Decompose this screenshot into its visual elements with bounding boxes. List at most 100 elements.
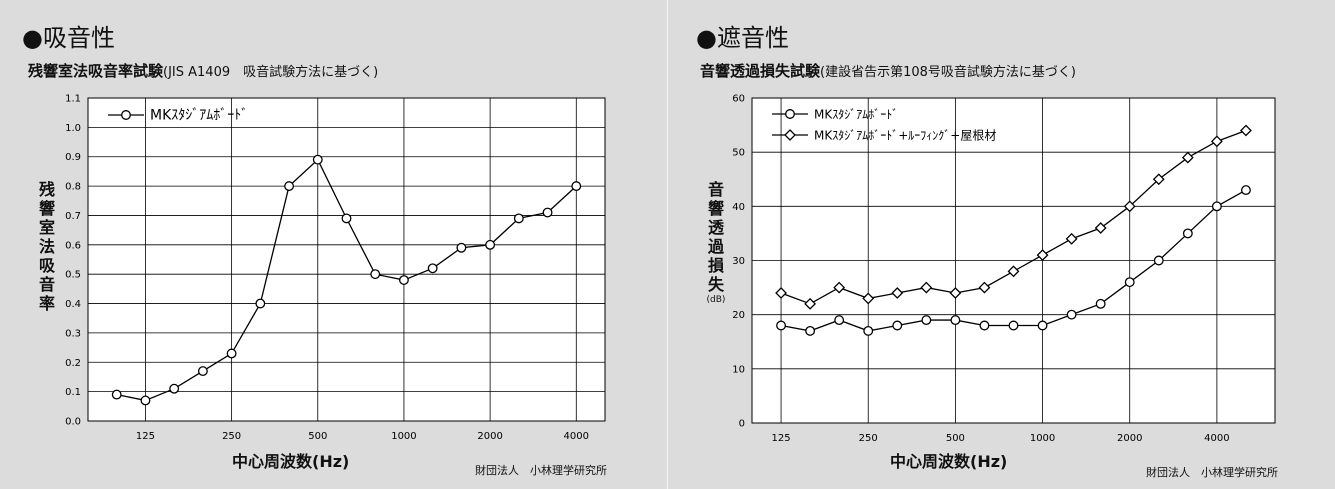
absorption-data-point [456, 242, 467, 253]
absorption-x-tick-label: 250 [222, 431, 241, 442]
absorption-data-point [341, 213, 352, 224]
insulation-data-point [1066, 309, 1077, 320]
absorption-x-axis-label: 中心周波数(Hz) [232, 452, 350, 471]
insulation-heading: ●遮音性 [696, 24, 789, 52]
insulation-data-point [1065, 232, 1078, 245]
insulation-y-axis-unit: (dB) [706, 295, 726, 305]
absorption-y-tick-label: 0.8 [65, 182, 81, 193]
insulation-data-point [862, 292, 875, 305]
insulation-panel: ●遮音性 音響透過損失試験(建設省告示第108号吸音試験方法に基づく) 音響透過… [668, 0, 1335, 489]
absorption-data-point [197, 366, 208, 377]
insulation-x-tick-label: 1000 [1030, 433, 1055, 444]
absorption-legend-label: MKｽﾀｼﾞｱﾑﾎﾞｰﾄﾞ [150, 108, 248, 124]
insulation-x-tick-label: 250 [859, 433, 878, 444]
insulation-x-axis-label: 中心周波数(Hz) [890, 452, 1008, 471]
insulation-data-point [1210, 135, 1223, 148]
insulation-data-point [979, 320, 990, 331]
absorption-credit: 財団法人 小林理学研究所 [475, 464, 607, 477]
insulation-data-point [1123, 200, 1136, 213]
insulation-legend-marker [784, 129, 796, 141]
insulation-data-point [1182, 228, 1193, 239]
insulation-chart: 0 10 20 30 40 50 60 125 250 500 1000 2000 4000 MKｽﾀｼﾞ… [732, 94, 1276, 444]
insulation-x-tick-label: 500 [946, 433, 965, 444]
insulation-data-point [775, 287, 787, 299]
insulation-data-point [834, 315, 845, 326]
insulation-data-point [1124, 277, 1135, 288]
insulation-data-point [1181, 151, 1194, 164]
insulation-y-axis-label-text: 音響透過損失 [707, 180, 724, 294]
absorption-legend-marker [121, 110, 131, 120]
insulation-legend-marker [785, 109, 795, 119]
absorption-x-tick-label: 2000 [477, 431, 502, 442]
insulation-legend-label: MKｽﾀｼﾞｱﾑﾎﾞｰﾄﾞ+ﾙｰﾌｨﾝｸﾞ+屋根材 [814, 129, 996, 143]
insulation-data-point [950, 315, 961, 326]
insulation-data-point [1211, 201, 1222, 212]
absorption-subtitle: 残響室法吸音率試験(JIS A1409 吸音試験方法に基づく) [28, 60, 378, 81]
absorption-data-point [226, 348, 237, 359]
insulation-y-tick-label: 40 [732, 202, 745, 213]
insulation-data-point [1153, 255, 1164, 266]
insulation-subtitle-main: 音響透過損失試験 [700, 62, 821, 80]
insulation-y-tick-label: 30 [732, 256, 745, 267]
absorption-y-tick-label: 0.5 [65, 270, 81, 281]
insulation-data-point [1008, 320, 1019, 331]
insulation-data-point [805, 325, 816, 336]
absorption-y-tick-label: 0.1 [65, 387, 81, 398]
absorption-heading: ●吸音性 [22, 24, 115, 52]
insulation-data-point [891, 287, 904, 299]
insulation-data-point [776, 320, 787, 331]
insulation-y-tick-label: 20 [732, 310, 745, 321]
absorption-x-tick-label: 4000 [564, 431, 589, 442]
absorption-data-point [169, 383, 180, 394]
insulation-data-point [949, 287, 962, 299]
absorption-y-tick-label: 1.0 [65, 123, 81, 134]
absorption-data-point [542, 207, 553, 218]
insulation-data-point [1240, 124, 1252, 137]
insulation-data-point [1037, 320, 1048, 331]
absorption-data-point [284, 181, 295, 192]
absorption-subtitle-note: (JIS A1409 吸音試験方法に基づく) [163, 65, 379, 80]
insulation-credit: 財団法人 小林理学研究所 [1146, 466, 1278, 479]
insulation-y-tick-label: 0 [739, 419, 745, 430]
absorption-y-axis-label: 残響室法吸音率 [38, 180, 55, 313]
insulation-data-point [921, 315, 932, 326]
insulation-data-point [804, 297, 817, 310]
insulation-data-point [1007, 265, 1020, 278]
insulation-data-point [1095, 298, 1106, 309]
insulation-y-tick-label: 10 [732, 364, 745, 375]
absorption-data-point [312, 154, 323, 165]
insulation-subtitle: 音響透過損失試験(建設省告示第108号吸音試験方法に基づく) [700, 60, 1076, 81]
absorption-panel: ●吸音性 残響室法吸音率試験(JIS A1409 吸音試験方法に基づく) 残響室… [0, 0, 667, 489]
insulation-data-point [892, 320, 903, 331]
absorption-data-point [571, 181, 582, 192]
insulation-data-point [833, 281, 846, 294]
absorption-plot-area [87, 97, 606, 422]
absorption-x-tick-label: 125 [136, 431, 155, 442]
insulation-data-point [1094, 222, 1107, 234]
absorption-data-point [255, 298, 266, 309]
absorption-data-point [398, 275, 409, 286]
insulation-y-tick-label: 50 [732, 148, 745, 159]
absorption-y-tick-label: 0.2 [65, 358, 81, 369]
absorption-y-tick-label: 0.3 [65, 328, 81, 339]
absorption-data-point [427, 263, 438, 274]
insulation-x-tick-label: 2000 [1117, 433, 1142, 444]
absorption-y-tick-label: 0.6 [65, 240, 81, 251]
absorption-y-tick-label: 0.4 [65, 299, 81, 310]
insulation-data-point [1036, 249, 1049, 262]
absorption-x-tick-label: 500 [308, 431, 327, 442]
insulation-data-point [1152, 173, 1165, 186]
absorption-y-tick-label: 0.9 [65, 152, 81, 163]
absorption-chart: 0.0 0.1 0.2 0.3 0.4 0.5 0.6 0.7 0.8 0.9 1.0 1.1 125 2… [65, 94, 606, 442]
absorption-data-point [111, 389, 122, 400]
insulation-x-tick-label: 4000 [1204, 433, 1229, 444]
absorption-x-tick-label: 1000 [391, 431, 416, 442]
insulation-x-tick-label: 125 [772, 433, 791, 444]
insulation-data-point [920, 281, 933, 294]
insulation-data-point [1240, 185, 1251, 196]
absorption-data-point [370, 269, 381, 280]
insulation-y-tick-label: 60 [732, 94, 745, 105]
absorption-data-point [485, 239, 496, 250]
insulation-y-axis-label: 音響透過損失 (dB) [706, 180, 726, 306]
insulation-data-point [863, 325, 874, 336]
